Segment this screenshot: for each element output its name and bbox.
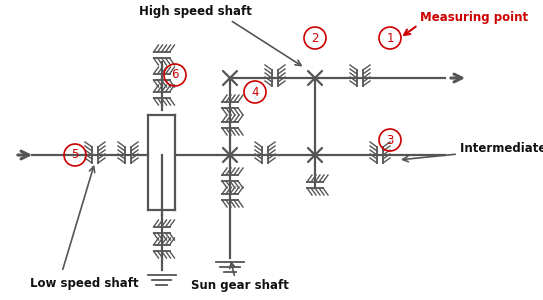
Text: 3: 3 — [386, 134, 394, 146]
Text: Low speed shaft: Low speed shaft — [30, 277, 138, 290]
Text: 1: 1 — [386, 32, 394, 44]
Text: Intermediate shaft: Intermediate shaft — [460, 142, 543, 154]
Text: Measuring point: Measuring point — [420, 11, 528, 25]
Text: 6: 6 — [171, 68, 179, 82]
Text: High speed shaft: High speed shaft — [138, 5, 251, 19]
Text: Sun gear shaft: Sun gear shaft — [191, 280, 289, 292]
Text: 5: 5 — [71, 148, 79, 161]
Text: 4: 4 — [251, 85, 259, 98]
Text: 2: 2 — [311, 32, 319, 44]
